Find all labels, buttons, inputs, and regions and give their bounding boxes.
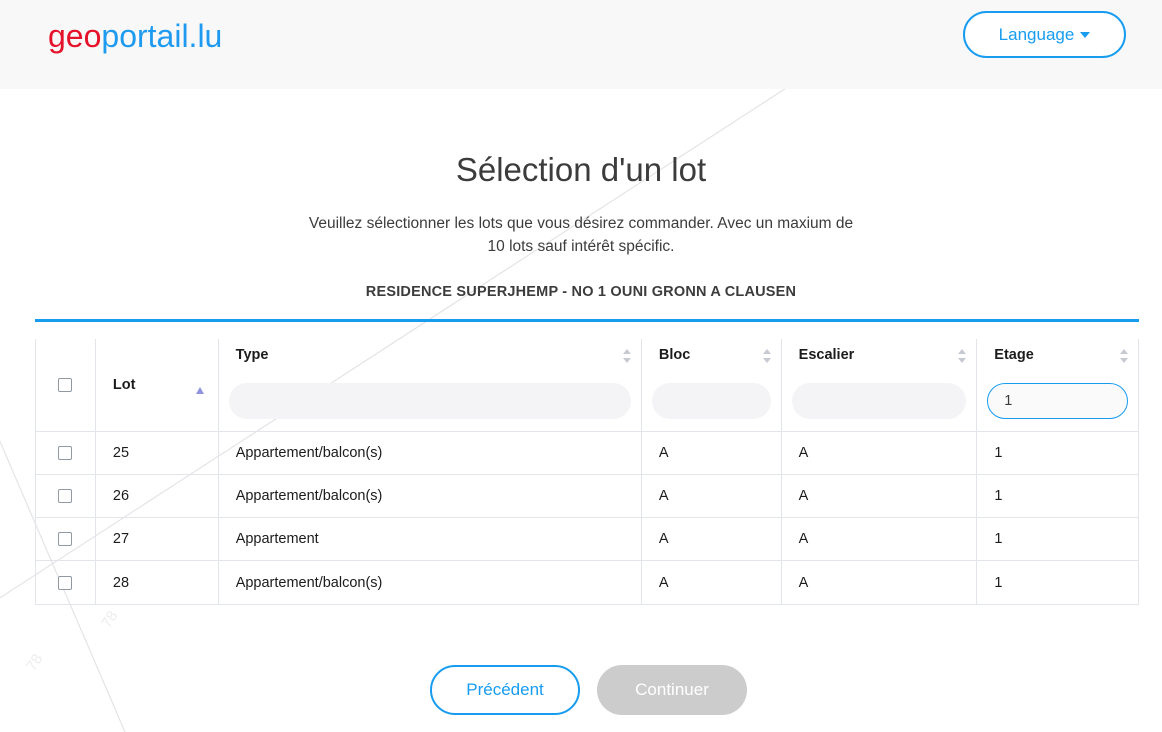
svg-text:78: 78 <box>98 608 121 631</box>
